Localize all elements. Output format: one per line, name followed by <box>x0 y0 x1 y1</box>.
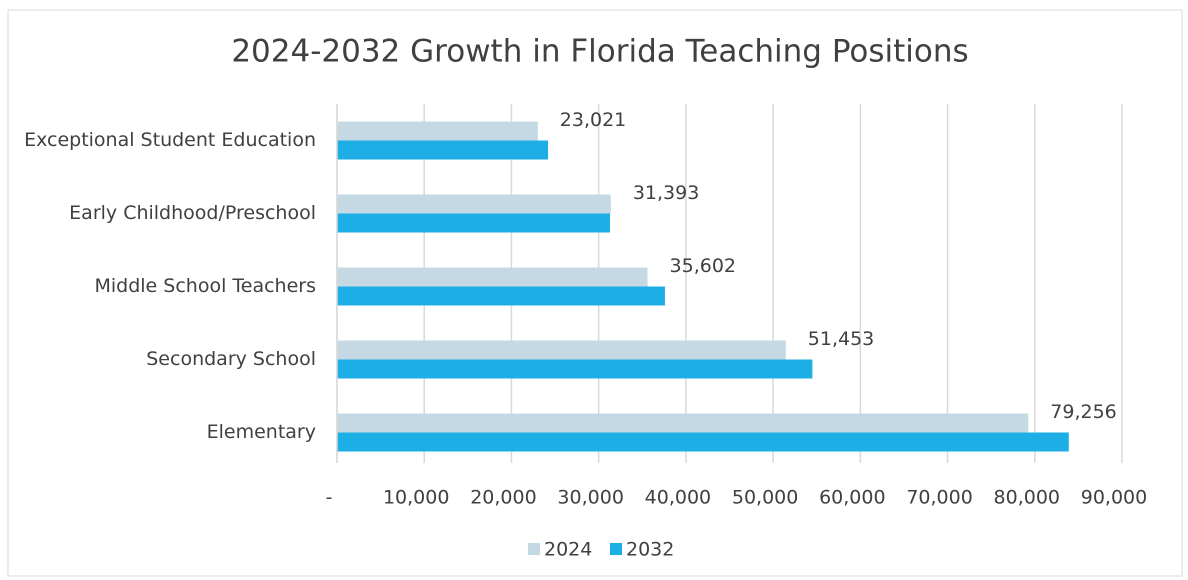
x-tick-label: - <box>326 487 333 509</box>
y-tick-label: Secondary School <box>146 348 316 370</box>
data-label: 35,602 <box>670 255 736 277</box>
data-label: 51,453 <box>808 328 874 350</box>
bar <box>337 359 813 379</box>
y-tick-label: Early Childhood/Preschool <box>69 202 316 224</box>
x-tick-label: 50,000 <box>732 487 798 509</box>
x-tick-label: 40,000 <box>645 487 711 509</box>
bar <box>337 286 665 306</box>
chart-title: 2024-2032 Growth in Florida Teaching Pos… <box>231 34 968 70</box>
bar <box>337 194 611 214</box>
bar <box>337 432 1069 452</box>
bar <box>337 340 786 360</box>
data-label: 23,021 <box>560 109 626 131</box>
bar <box>337 121 538 141</box>
x-tick-label: 20,000 <box>470 487 536 509</box>
data-label: 31,393 <box>633 182 699 204</box>
legend-label: 2032 <box>626 539 674 561</box>
bar <box>337 140 549 160</box>
y-tick-label: Elementary <box>207 421 316 443</box>
x-tick-label: 30,000 <box>557 487 623 509</box>
bar <box>337 413 1029 433</box>
y-tick-label: Middle School Teachers <box>94 275 316 297</box>
bar <box>337 213 611 233</box>
data-label: 79,256 <box>1050 401 1116 423</box>
legend-swatch <box>528 543 540 555</box>
x-tick-label: 60,000 <box>819 487 885 509</box>
x-tick-label: 70,000 <box>906 487 972 509</box>
x-tick-label: 90,000 <box>1081 487 1147 509</box>
y-tick-label: Exceptional Student Education <box>24 129 316 151</box>
legend-label: 2024 <box>544 539 592 561</box>
x-tick-label: 80,000 <box>994 487 1060 509</box>
legend-swatch <box>610 543 622 555</box>
x-tick-label: 10,000 <box>383 487 449 509</box>
bar <box>337 267 648 287</box>
